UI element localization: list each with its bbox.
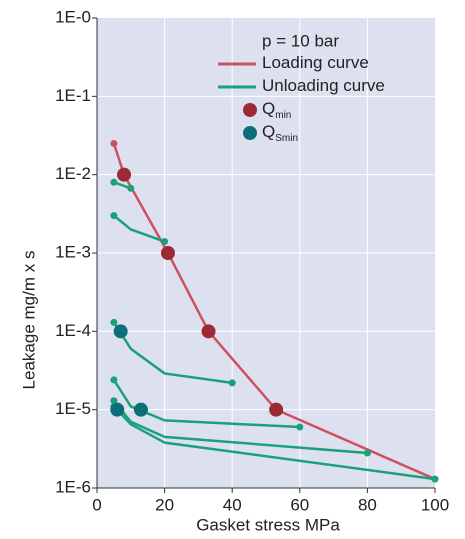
point [161, 238, 169, 246]
legend-text: Loading curve [262, 53, 369, 72]
y-tick-label: 1E-5 [55, 399, 91, 418]
curve-line [113, 214, 166, 243]
marker [160, 246, 175, 260]
curve-line [112, 405, 436, 481]
point [296, 423, 304, 431]
curve-line [112, 379, 300, 429]
legend-text: Q [262, 99, 275, 118]
marker [133, 402, 148, 417]
marker [201, 324, 216, 339]
x-tick-label: 20 [155, 495, 174, 514]
y-tick-label: 1E-1 [55, 86, 91, 105]
legend-subscript: Smin [275, 133, 298, 144]
legend-label: Unloading curve [262, 76, 385, 95]
point [228, 379, 236, 387]
legend-marker [243, 126, 257, 140]
point [110, 376, 118, 384]
legend-label: Loading curve [262, 53, 369, 72]
legend-text: Q [262, 122, 275, 141]
marker [113, 324, 128, 339]
y-tick-label: 1E-4 [55, 321, 91, 340]
x-axis-title: Gasket stress MPa [196, 515, 340, 534]
marker [110, 402, 125, 417]
point [127, 184, 135, 192]
point [110, 397, 118, 405]
point [431, 475, 439, 483]
legend-subscript: min [275, 110, 291, 121]
y-tick-label: 1E-2 [55, 164, 91, 183]
legend-label: Qmin [262, 99, 291, 120]
y-tick-label: 1E-6 [55, 477, 91, 496]
x-tick-label: 60 [290, 495, 309, 514]
point [110, 318, 118, 326]
point [110, 139, 118, 147]
y-tick-label: 1E-3 [55, 242, 91, 261]
marker [117, 167, 132, 182]
x-tick-label: 40 [223, 495, 242, 514]
legend-label: QSmin [262, 122, 298, 143]
marker [269, 402, 284, 417]
x-tick-label: 100 [421, 495, 449, 514]
x-tick-label: 80 [358, 495, 377, 514]
x-tick-label: 0 [92, 495, 101, 514]
point [110, 178, 118, 186]
legend-text: Unloading curve [262, 76, 385, 95]
annotation: p = 10 bar [262, 31, 339, 50]
point [110, 212, 118, 220]
y-tick-label: 1E-0 [55, 7, 91, 26]
legend-marker [243, 103, 257, 117]
y-axis-title: Leakage mg/m x s [19, 251, 38, 390]
point [363, 449, 371, 457]
